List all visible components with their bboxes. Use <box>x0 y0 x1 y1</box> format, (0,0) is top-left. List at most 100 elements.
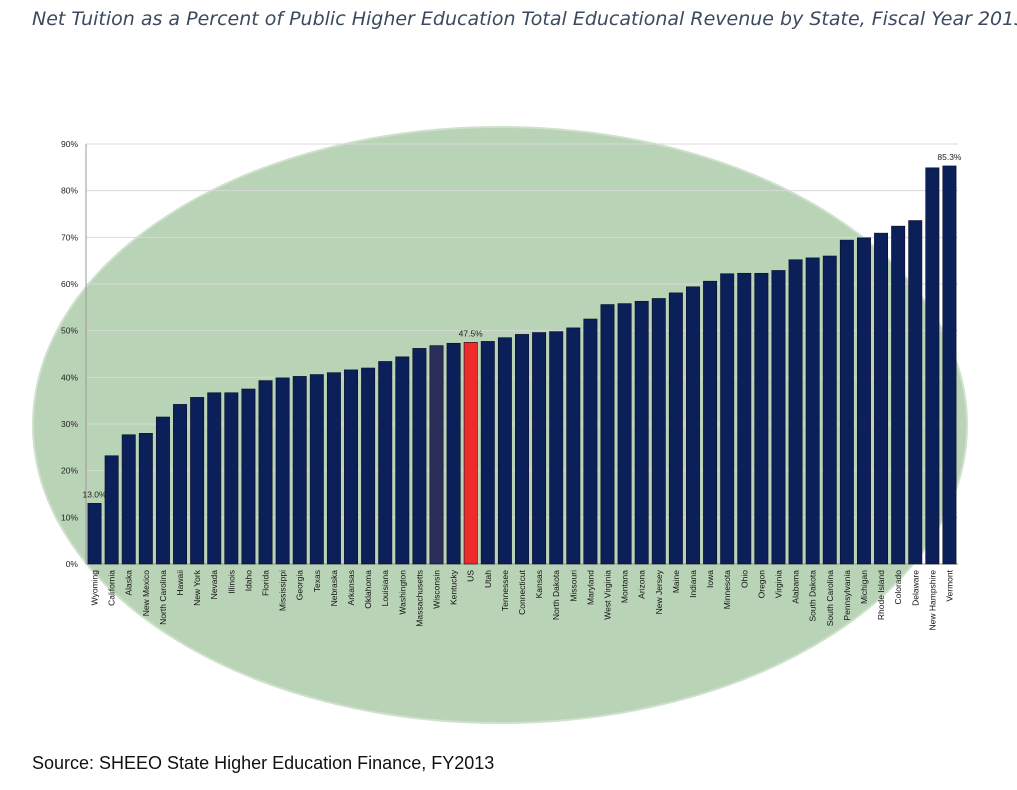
x-tick-label: Illinois <box>226 570 236 594</box>
bar-utah <box>480 341 495 565</box>
bar-indiana <box>686 286 700 565</box>
y-tick-label: 30% <box>61 419 78 429</box>
chart-title: Net Tuition as a Percent of Public Highe… <box>32 8 1017 30</box>
bar-south-dakota <box>805 257 820 565</box>
bar-wyoming <box>87 503 102 565</box>
y-tick-label: 50% <box>61 326 78 336</box>
x-tick-label: Idaho <box>243 570 253 592</box>
x-tick-label: Montana <box>620 570 630 603</box>
x-tick-label: Oklahoma <box>363 570 373 609</box>
bar-washington <box>395 356 410 565</box>
x-tick-label: Delaware <box>910 570 920 606</box>
bar-pennsylvania <box>839 239 854 565</box>
y-tick-label: 60% <box>61 279 78 289</box>
bar-maine <box>668 292 683 565</box>
source-note: Source: SHEEO State Higher Education Fin… <box>32 753 495 773</box>
bar-ohio <box>737 272 752 565</box>
y-tick-label: 10% <box>61 512 78 522</box>
bar-connecticut <box>515 334 529 565</box>
x-tick-label: Mississippi <box>278 570 288 611</box>
x-tick-label: Virginia <box>773 570 783 598</box>
x-tick-label: Utah <box>483 570 493 588</box>
x-tick-label: Kansas <box>534 570 544 598</box>
bar-kentucky <box>446 342 461 565</box>
bar-louisiana <box>378 361 393 565</box>
x-tick-label: Louisiana <box>380 570 390 607</box>
bar-mississippi <box>275 377 290 565</box>
bar-vermont <box>942 165 957 565</box>
bar-oklahoma <box>361 367 376 565</box>
bar-arkansas <box>344 369 358 565</box>
bar-maryland <box>583 318 598 565</box>
bar-illinois <box>224 392 239 565</box>
x-tick-label: South Carolina <box>825 570 835 627</box>
x-tick-label: Vermont <box>944 569 954 601</box>
bar-south-carolina <box>822 255 837 565</box>
x-tick-label: Maryland <box>585 570 595 605</box>
bar-alaska <box>121 434 136 565</box>
bar-texas <box>309 374 324 565</box>
x-tick-label: Oregon <box>756 570 766 599</box>
x-tick-label: Iowa <box>705 570 715 588</box>
x-tick-label: Tennessee <box>500 570 510 611</box>
data-label: 85.3% <box>937 152 962 162</box>
bar-north-carolina <box>155 416 170 565</box>
x-tick-label: Alaska <box>124 570 134 596</box>
x-tick-label: Massachusetts <box>414 570 424 627</box>
bar-massachusetts <box>412 348 427 565</box>
x-tick-label: New Mexico <box>141 570 151 617</box>
y-tick-label: 40% <box>61 372 78 382</box>
axes: 0% 10% 20% 30% 40% 50% 60% 70% 80% 90% <box>61 139 87 569</box>
bar-iowa <box>703 280 718 565</box>
x-tick-label: New York <box>192 569 202 606</box>
x-tick-label: Texas <box>312 570 322 592</box>
bar-colorado <box>891 225 906 565</box>
bar-california <box>104 455 119 565</box>
x-tick-label: Nebraska <box>329 570 339 607</box>
bar-kansas <box>532 332 547 565</box>
bar-missouri <box>566 327 581 565</box>
x-tick-label: New Jersey <box>654 569 664 614</box>
bar-tennessee <box>497 337 512 565</box>
x-tick-label: New Hampshire <box>927 570 937 631</box>
y-tick-label: 90% <box>61 139 78 149</box>
bar-wisconsin <box>429 345 444 565</box>
data-label: 13.0% <box>82 489 107 499</box>
x-tick-label: West Virginia <box>602 570 612 620</box>
x-tick-label: Georgia <box>295 570 305 601</box>
x-tick-label: Maine <box>671 570 681 593</box>
data-label: 47.5% <box>459 328 484 338</box>
bar-montana <box>617 303 632 565</box>
bar-nevada <box>207 392 222 565</box>
x-tick-label: North Dakota <box>551 570 561 620</box>
x-tick-label: Indiana <box>688 570 698 598</box>
bar-alabama <box>788 259 803 565</box>
bar-rhode-island <box>874 232 889 565</box>
bar-hawaii <box>173 404 188 565</box>
bar-minnesota <box>720 273 735 565</box>
x-tick-label: North Carolina <box>158 570 168 625</box>
bar-virginia <box>771 270 786 565</box>
bar-florida <box>258 380 273 565</box>
x-tick-label: Hawaii <box>175 570 185 596</box>
bar-delaware <box>908 220 923 565</box>
x-tick-label: Arkansas <box>346 570 356 605</box>
bars <box>87 165 957 565</box>
bar-new-mexico <box>138 433 153 565</box>
x-tick-label: Ohio <box>739 570 749 588</box>
bar-idaho <box>241 388 256 565</box>
x-tick-label: Missouri <box>568 570 578 602</box>
bar-west-virginia <box>600 304 615 565</box>
x-tick-label: Florida <box>261 570 271 596</box>
bar-new-jersey <box>651 298 666 565</box>
x-tick-label: Michigan <box>859 570 869 604</box>
x-tick-label: California <box>107 570 117 606</box>
y-tick-label: 80% <box>61 186 78 196</box>
x-tick-label: Wisconsin <box>432 570 442 609</box>
bar-new-york <box>190 397 205 565</box>
x-tick-label: Kentucky <box>449 569 459 605</box>
x-tick-label: US <box>466 570 476 582</box>
x-tick-label: Wyoming <box>90 570 100 606</box>
y-tick-label: 70% <box>61 232 78 242</box>
